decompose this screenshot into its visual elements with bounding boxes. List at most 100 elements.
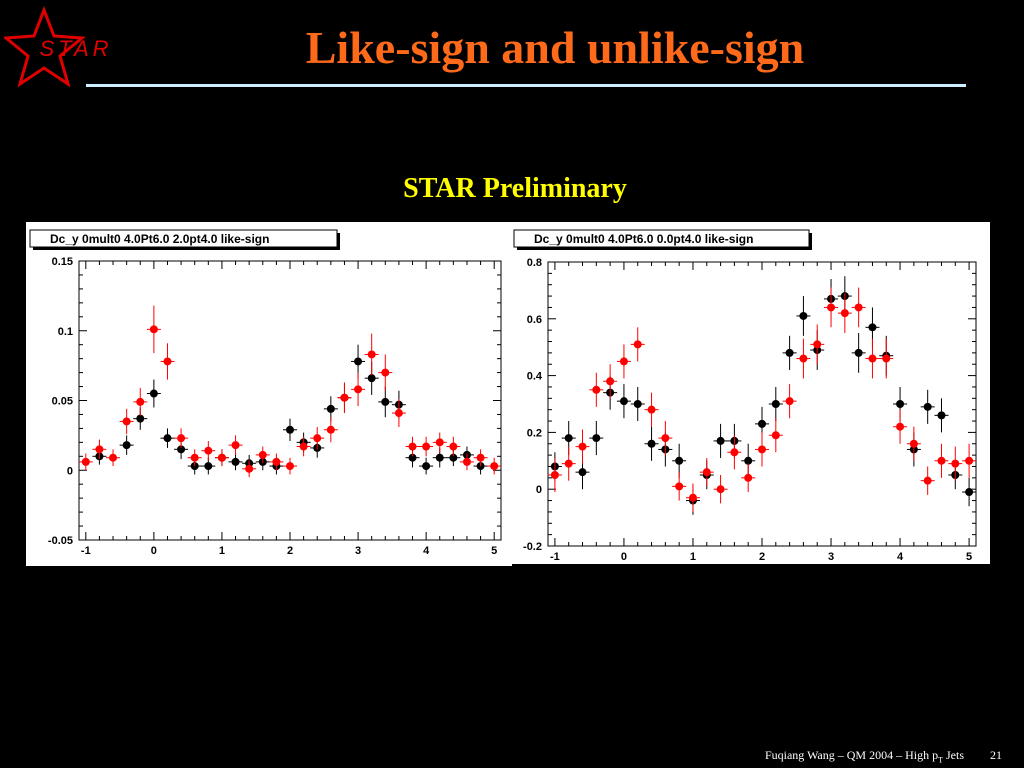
data-point — [326, 404, 335, 413]
data-point — [177, 445, 186, 454]
data-point — [909, 439, 918, 448]
data-point — [923, 402, 932, 411]
data-point — [435, 438, 444, 447]
right-chart: Dc_y 0mult0 4.0Pt6.0 0.0pt4.0 like-sign -… — [513, 229, 977, 563]
data-point — [633, 340, 642, 349]
data-point — [965, 456, 974, 465]
data-point — [408, 453, 417, 462]
data-point — [785, 397, 794, 406]
data-point — [854, 348, 863, 357]
star-logo-icon: STAR — [4, 6, 112, 88]
data-point — [204, 462, 213, 471]
y-tick-label: 0 — [536, 484, 542, 496]
data-point — [109, 453, 118, 462]
data-point — [840, 309, 849, 318]
x-tick-label: 0 — [151, 545, 157, 557]
x-tick-label: -1 — [550, 551, 560, 563]
data-point — [422, 462, 431, 471]
data-point — [758, 419, 766, 428]
data-point — [633, 400, 642, 408]
data-point — [744, 456, 753, 465]
preliminary-label: STAR Preliminary — [403, 173, 627, 204]
data-point — [716, 485, 725, 494]
data-point — [550, 471, 559, 479]
footer-credit: Fuqiang Wang – QM 2004 – High p — [764, 748, 939, 762]
data-point — [381, 368, 390, 377]
data-point — [217, 453, 226, 462]
x-tick-label: 5 — [491, 545, 497, 557]
data-point — [965, 488, 974, 497]
data-point — [313, 434, 322, 443]
x-tick-label: 5 — [966, 551, 972, 563]
x-tick-label: 4 — [897, 551, 904, 563]
y-tick-label: 0.8 — [527, 257, 542, 269]
data-point — [286, 425, 294, 434]
title-divider — [86, 84, 966, 87]
data-point — [177, 434, 186, 443]
data-point — [258, 450, 267, 459]
data-point — [578, 468, 587, 477]
y-tick-label: 0 — [67, 465, 73, 477]
y-tick-label: 0.05 — [52, 396, 73, 408]
data-point — [827, 303, 836, 312]
data-point — [449, 453, 458, 462]
data-point — [564, 434, 573, 443]
data-point — [758, 445, 766, 454]
data-point — [675, 456, 684, 465]
data-point — [354, 385, 363, 394]
y-tick-label: 0.2 — [527, 427, 542, 439]
data-point — [937, 411, 946, 420]
x-tick-label: 0 — [621, 551, 627, 563]
slide-footer: Fuqiang Wang – QM 2004 – High pT Jets 21 — [765, 748, 1002, 764]
x-tick-label: -1 — [81, 545, 91, 557]
chart-title-box — [29, 229, 338, 248]
data-point — [771, 431, 780, 440]
data-point — [190, 453, 199, 462]
data-point — [744, 473, 753, 482]
x-tick-label: 2 — [759, 551, 765, 563]
chart-title: Dc_y 0mult0 4.0Pt6.0 0.0pt4.0 like-sign — [534, 232, 753, 246]
x-tick-label: 2 — [287, 545, 293, 557]
data-point — [122, 441, 131, 450]
x-tick-label: 4 — [423, 545, 430, 557]
data-point — [702, 468, 711, 477]
data-point — [730, 448, 739, 457]
data-point — [476, 453, 485, 462]
data-point — [592, 385, 601, 394]
data-point — [163, 434, 172, 443]
data-point — [340, 393, 349, 402]
data-point — [951, 459, 960, 468]
data-point — [661, 434, 670, 443]
y-tick-label: -0.2 — [523, 541, 542, 553]
data-point — [854, 303, 863, 312]
data-point — [245, 464, 254, 473]
data-point — [136, 397, 145, 406]
y-tick-label: 0.4 — [527, 371, 543, 383]
page-title: Like-sign and unlike-sign — [305, 22, 805, 73]
data-point — [771, 400, 780, 408]
data-point — [937, 456, 946, 465]
data-point — [367, 350, 376, 359]
data-point — [716, 436, 725, 445]
data-point — [490, 462, 499, 471]
data-point — [923, 476, 932, 485]
data-point — [204, 446, 213, 455]
data-point — [408, 442, 417, 451]
data-point — [299, 442, 308, 451]
data-point — [122, 417, 131, 426]
data-point — [149, 389, 158, 398]
y-tick-label: 0.1 — [58, 326, 73, 338]
footer-credit-tail: Jets — [943, 748, 964, 762]
data-point — [619, 397, 628, 406]
data-point — [896, 400, 905, 408]
logo-text: STAR — [39, 36, 112, 61]
data-point — [619, 357, 628, 366]
data-point — [813, 340, 822, 349]
data-point — [367, 374, 376, 383]
data-point — [81, 457, 90, 466]
chart-title: Dc_y 0mult0 4.0Pt6.0 2.0pt4.0 like-sign — [50, 232, 269, 246]
data-point — [675, 482, 684, 491]
data-point — [578, 442, 587, 451]
data-point — [272, 457, 281, 466]
data-point — [326, 425, 335, 434]
